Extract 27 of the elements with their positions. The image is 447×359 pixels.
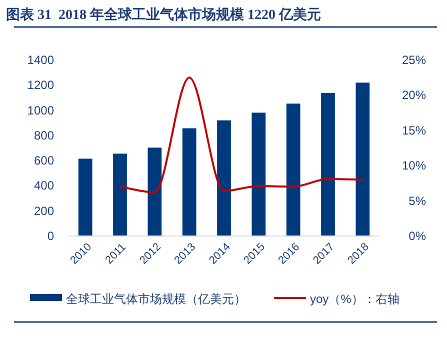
- y-tick-label: 200: [34, 204, 54, 218]
- chart-title: 图表 31 2018 年全球工业气体市场规模 1220 亿美元: [6, 6, 321, 23]
- y2-tick-label: 25%: [402, 53, 426, 67]
- bar: [78, 158, 92, 236]
- legend-label: yoy（%）：右轴: [310, 292, 400, 306]
- bar: [217, 120, 231, 236]
- bar: [321, 92, 335, 236]
- y-tick-label: 600: [34, 154, 54, 168]
- line-series: [119, 76, 364, 194]
- y2-tick-label: 5%: [408, 194, 426, 208]
- y-tick-label: 0: [47, 229, 54, 243]
- y-tick-label: 400: [34, 178, 54, 193]
- bar: [286, 104, 300, 236]
- y-tick-label: 1000: [27, 103, 54, 118]
- bar: [252, 112, 266, 236]
- y2-tick-label: 20%: [402, 88, 426, 102]
- y-tick-label: 800: [34, 128, 54, 142]
- y2-tick-label: 10%: [402, 158, 426, 173]
- y-tick-label: 1400: [27, 53, 54, 67]
- y2-tick-label: 15%: [402, 123, 426, 138]
- y2-tick-label: 0%: [408, 229, 426, 243]
- bar: [356, 82, 370, 236]
- bar: [148, 148, 162, 236]
- bar: [113, 154, 127, 236]
- legend-label: 全球工业气体市场规模（亿美元）: [66, 292, 246, 306]
- y-tick-label: 1200: [27, 78, 54, 92]
- bar: [182, 128, 196, 236]
